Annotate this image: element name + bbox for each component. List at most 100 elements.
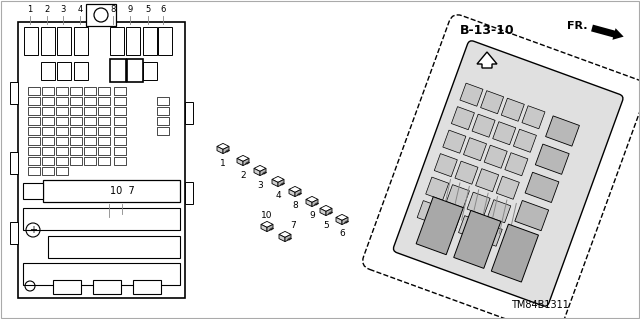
Bar	[53, 280, 81, 294]
Polygon shape	[223, 146, 229, 154]
Text: 5: 5	[323, 220, 329, 229]
Bar	[84, 107, 96, 115]
FancyBboxPatch shape	[394, 41, 623, 306]
Text: 4: 4	[77, 5, 83, 14]
Polygon shape	[267, 224, 273, 232]
Bar	[23, 208, 180, 230]
Bar	[84, 117, 96, 125]
Bar	[42, 117, 54, 125]
Polygon shape	[320, 208, 326, 216]
Bar	[492, 224, 538, 282]
Bar	[114, 127, 126, 135]
Bar	[56, 127, 68, 135]
Bar	[10, 82, 18, 104]
Bar	[472, 114, 495, 137]
Text: 6: 6	[160, 5, 166, 14]
Text: 2: 2	[44, 5, 50, 14]
FancyArrowPatch shape	[471, 190, 479, 224]
Bar	[84, 157, 96, 165]
Bar	[114, 147, 126, 155]
FancyArrowPatch shape	[490, 197, 497, 230]
Bar	[42, 167, 54, 175]
Bar	[23, 263, 180, 285]
Text: 7: 7	[290, 221, 296, 231]
Bar	[545, 116, 579, 146]
Text: 5: 5	[145, 5, 150, 14]
FancyBboxPatch shape	[363, 15, 640, 319]
Polygon shape	[261, 221, 273, 227]
Polygon shape	[243, 159, 249, 166]
Bar	[185, 182, 193, 204]
Text: 1: 1	[220, 160, 226, 168]
Bar	[84, 127, 96, 135]
Polygon shape	[237, 155, 249, 161]
Polygon shape	[306, 199, 312, 207]
Polygon shape	[306, 197, 318, 202]
Bar	[42, 107, 54, 115]
Bar	[114, 87, 126, 95]
Polygon shape	[272, 176, 284, 182]
Text: B-13-10: B-13-10	[460, 24, 515, 36]
Bar	[86, 4, 116, 26]
Bar	[56, 157, 68, 165]
Bar	[24, 27, 38, 55]
Polygon shape	[326, 208, 332, 216]
Polygon shape	[289, 189, 295, 197]
Bar	[70, 107, 82, 115]
Bar	[42, 87, 54, 95]
Bar	[56, 117, 68, 125]
FancyArrowPatch shape	[499, 200, 507, 234]
Bar	[70, 137, 82, 145]
Text: 3: 3	[60, 5, 66, 14]
FancyArrowPatch shape	[509, 203, 516, 237]
Bar	[56, 87, 68, 95]
Bar	[143, 27, 157, 55]
Bar	[496, 176, 519, 199]
Bar	[110, 59, 126, 82]
Bar	[110, 62, 124, 80]
Bar	[158, 27, 172, 55]
Bar	[18, 22, 185, 298]
Text: 9: 9	[127, 5, 132, 14]
Bar	[443, 130, 466, 153]
Bar	[42, 127, 54, 135]
Bar	[23, 183, 43, 199]
Bar	[126, 27, 140, 55]
Bar	[467, 192, 490, 215]
Polygon shape	[254, 168, 260, 175]
Bar	[157, 127, 169, 135]
Bar	[28, 157, 40, 165]
Bar	[28, 97, 40, 105]
Bar	[57, 62, 71, 80]
Bar	[114, 97, 126, 105]
Bar	[513, 129, 536, 152]
Bar	[114, 137, 126, 145]
Bar	[458, 216, 481, 239]
Polygon shape	[261, 224, 267, 232]
Bar	[28, 87, 40, 95]
Bar	[98, 107, 110, 115]
Bar	[84, 147, 96, 155]
Polygon shape	[285, 234, 291, 241]
Text: 6: 6	[339, 229, 345, 239]
Polygon shape	[279, 231, 291, 237]
Bar	[84, 97, 96, 105]
Polygon shape	[312, 199, 318, 207]
Bar	[515, 200, 548, 231]
Bar	[70, 127, 82, 135]
Bar	[56, 137, 68, 145]
Bar	[57, 27, 71, 55]
Bar	[28, 167, 40, 175]
Text: 10: 10	[261, 211, 273, 220]
Polygon shape	[320, 205, 332, 211]
Bar	[143, 62, 157, 80]
Bar	[505, 153, 528, 176]
Bar	[42, 147, 54, 155]
Bar	[446, 185, 470, 208]
Bar	[479, 223, 502, 246]
FancyArrowPatch shape	[461, 186, 469, 220]
Text: 2: 2	[240, 170, 246, 180]
Text: 3: 3	[257, 181, 263, 189]
Bar	[56, 167, 68, 175]
Text: 4: 4	[275, 191, 281, 201]
